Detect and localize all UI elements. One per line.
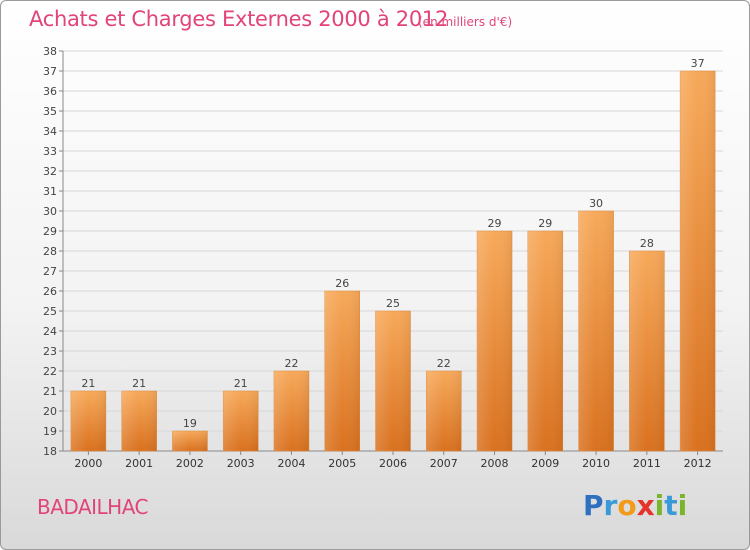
- y-tick-label: 27: [43, 265, 57, 278]
- y-tick-label: 23: [43, 345, 57, 358]
- bar-chart: 18 19 20 21 22 23 24 25 26 27 28 29 30 31 32 33 34 35 36 37…: [43, 45, 723, 470]
- bar-shine: [527, 231, 563, 451]
- x-tick-label: 2004: [277, 457, 305, 470]
- brand-letter: i: [654, 489, 665, 522]
- y-tick-label: 22: [43, 365, 57, 378]
- data-labels: 21 21 19 21 22 26 25 22 29 29 30 28 37: [81, 57, 704, 430]
- y-tick-label: 35: [43, 105, 57, 118]
- x-tick-label: 2002: [176, 457, 204, 470]
- x-tick-label: 2003: [227, 457, 255, 470]
- brand-letter: i: [677, 489, 688, 522]
- x-tick-label: 2007: [430, 457, 458, 470]
- bar-shine: [375, 311, 411, 451]
- data-label: 22: [437, 357, 451, 370]
- x-tick-label: 2011: [633, 457, 661, 470]
- brand-letter: o: [617, 489, 637, 522]
- bar-shine: [680, 71, 716, 451]
- bars: [70, 70, 716, 452]
- bar-shine: [121, 391, 157, 451]
- x-tick-label: 2009: [531, 457, 559, 470]
- x-tick-label: 2006: [379, 457, 407, 470]
- x-tick-label: 2001: [125, 457, 153, 470]
- y-tick-label: 24: [43, 325, 57, 338]
- y-tick-label: 34: [43, 125, 57, 138]
- bar-shine: [629, 251, 665, 451]
- x-tick-label: 2010: [582, 457, 610, 470]
- y-tick-label: 28: [43, 245, 57, 258]
- y-tick-label: 32: [43, 165, 57, 178]
- bar-shine: [324, 291, 360, 451]
- x-tick-label: 2008: [481, 457, 509, 470]
- y-tick-label: 29: [43, 225, 57, 238]
- bar-shine: [273, 371, 309, 451]
- commune-name: BADAILHAC: [37, 495, 149, 519]
- bar-shine: [223, 391, 259, 451]
- data-label: 22: [284, 357, 298, 370]
- brand-logo[interactable]: Proxiti: [583, 489, 687, 522]
- chart-subtitle: (en milliers d'€): [418, 15, 513, 29]
- brand-letter: P: [583, 489, 604, 522]
- bar-shine: [70, 391, 106, 451]
- chart-title: Achats et Charges Externes 2000 à 2012: [29, 7, 449, 31]
- x-tick-label: 2000: [74, 457, 102, 470]
- bar-shine: [426, 371, 462, 451]
- data-label: 29: [488, 217, 502, 230]
- y-tick-label: 21: [43, 385, 57, 398]
- data-label: 21: [234, 377, 248, 390]
- data-label: 37: [691, 57, 705, 70]
- y-tick-label: 36: [43, 85, 57, 98]
- y-tick-label: 31: [43, 185, 57, 198]
- data-label: 25: [386, 297, 400, 310]
- y-tick-label: 25: [43, 305, 57, 318]
- data-label: 21: [81, 377, 95, 390]
- data-label: 21: [132, 377, 146, 390]
- x-tick-label: 2012: [684, 457, 712, 470]
- x-tick-label: 2005: [328, 457, 356, 470]
- y-tick-label: 26: [43, 285, 57, 298]
- brand-letter: r: [603, 489, 618, 522]
- brand-letter: t: [664, 489, 678, 522]
- y-tick-label: 18: [43, 445, 57, 458]
- data-label: 19: [183, 417, 197, 430]
- y-tick-label: 30: [43, 205, 57, 218]
- bar-shine: [477, 231, 513, 451]
- y-tick-label: 33: [43, 145, 57, 158]
- data-label: 30: [589, 197, 603, 210]
- data-label: 29: [538, 217, 552, 230]
- y-tick-label: 38: [43, 45, 57, 58]
- brand-letter: x: [636, 489, 655, 522]
- y-tick-label: 19: [43, 425, 57, 438]
- y-tick-label: 20: [43, 405, 57, 418]
- bar-shine: [172, 431, 208, 451]
- bar-shine: [578, 211, 614, 451]
- data-label: 26: [335, 277, 349, 290]
- y-tick-label: 37: [43, 65, 57, 78]
- data-label: 28: [640, 237, 654, 250]
